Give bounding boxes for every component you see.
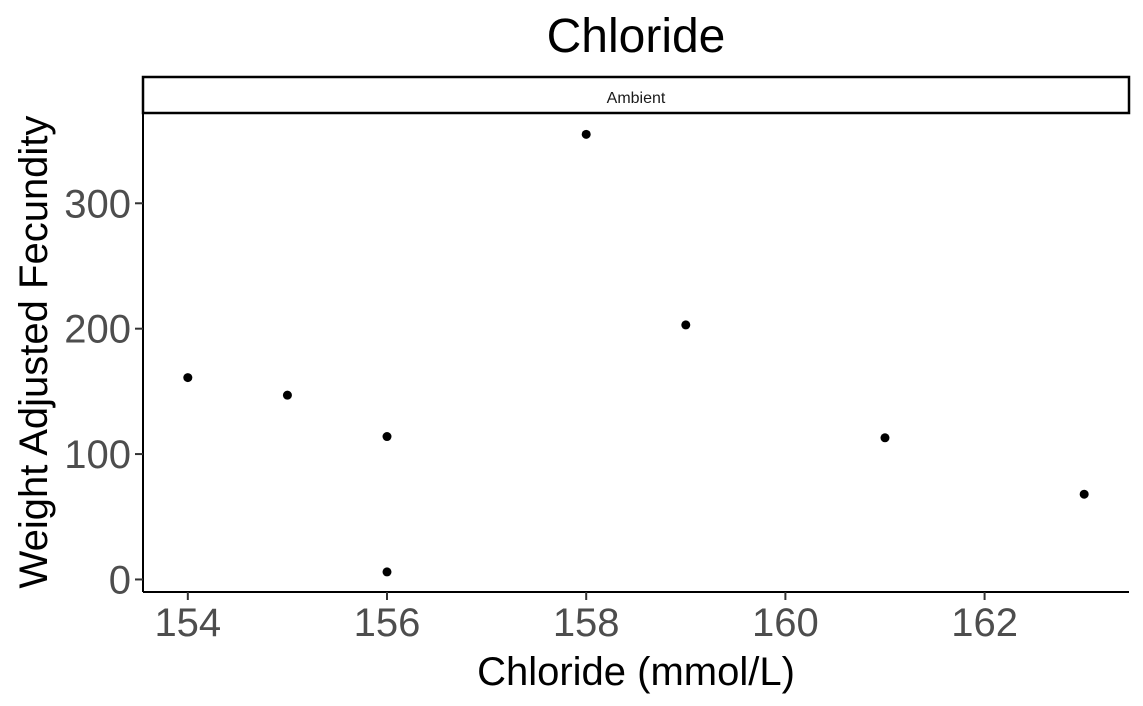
x-tick-label: 154: [154, 601, 221, 645]
y-tick-label: 0: [109, 558, 131, 602]
data-point: [681, 320, 691, 330]
data-point: [581, 129, 591, 139]
data-point: [1079, 489, 1089, 499]
data-point: [282, 390, 292, 400]
x-tick-label: 160: [752, 601, 819, 645]
chart-title: Chloride: [547, 10, 726, 63]
facet-strip-label: Ambient: [607, 90, 666, 107]
data-point: [382, 432, 392, 442]
y-tick-label: 100: [64, 433, 131, 477]
x-axis-title: Chloride (mmol/L): [477, 650, 795, 694]
facet-strip-box: [141, 75, 1131, 115]
y-tick-label: 300: [64, 182, 131, 226]
x-tick-label: 158: [553, 601, 620, 645]
x-tick-label: 162: [951, 601, 1018, 645]
x-tick-label: 156: [354, 601, 421, 645]
y-axis-title: Weight Adjusted Fecundity: [12, 116, 56, 589]
y-tick-label: 200: [64, 308, 131, 352]
data-point: [880, 433, 890, 443]
x-axis-ticks: 154 156 158 160 162: [154, 592, 1018, 645]
data-points: [183, 129, 1089, 577]
y-axis-ticks: 0 100 200 300: [64, 182, 143, 602]
data-point: [382, 567, 392, 577]
data-point: [183, 373, 193, 383]
facet-strip: Ambient: [141, 75, 1131, 115]
